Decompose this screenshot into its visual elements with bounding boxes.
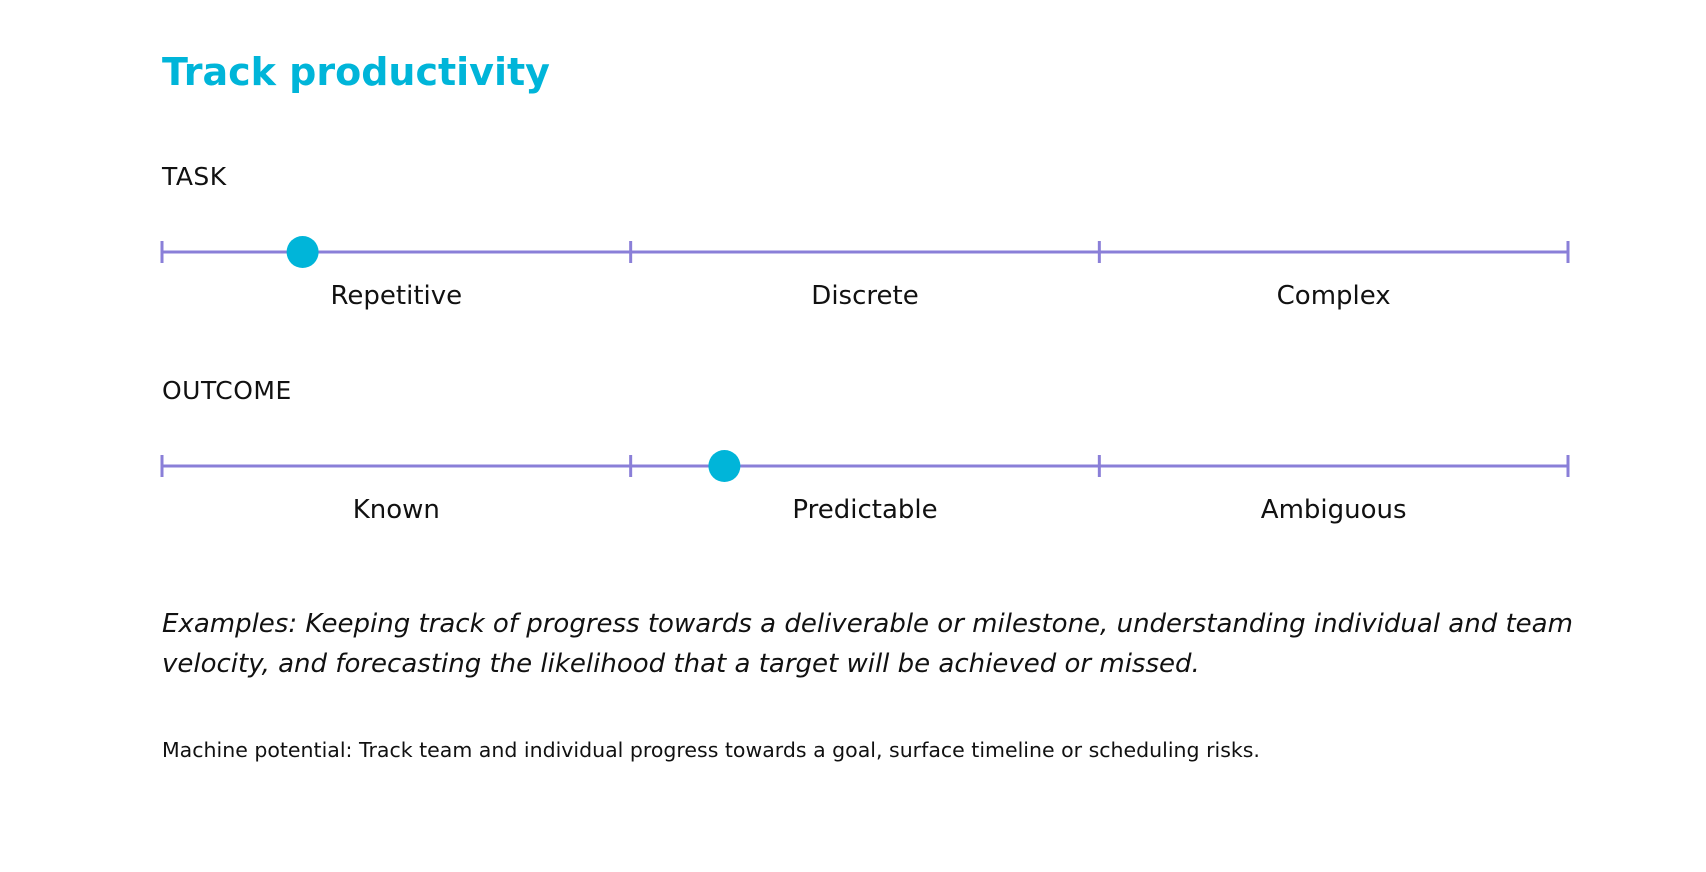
- scale-segment-label: Complex: [1277, 281, 1391, 311]
- scale-segment-label: Predictable: [792, 495, 937, 525]
- scale-segment-label: Repetitive: [331, 281, 463, 311]
- task-scale: Repetitive Discrete Complex: [160, 236, 1570, 311]
- scale-segment-label: Ambiguous: [1261, 495, 1407, 525]
- machine-potential-text: Machine potential: Track team and indivi…: [162, 738, 1260, 762]
- scale-marker: [286, 236, 319, 268]
- page-title: Track productivity: [162, 50, 550, 94]
- examples-text: Examples: Keeping track of progress towa…: [162, 609, 1573, 679]
- outcome-scale: Known Predictable Ambiguous: [160, 450, 1570, 525]
- scale-segment-label: Known: [353, 495, 440, 525]
- outcome-scale-heading: OUTCOME: [162, 376, 292, 405]
- scale-marker: [708, 450, 741, 482]
- task-scale-heading: TASK: [162, 162, 227, 191]
- scale-segment-label: Discrete: [811, 281, 918, 311]
